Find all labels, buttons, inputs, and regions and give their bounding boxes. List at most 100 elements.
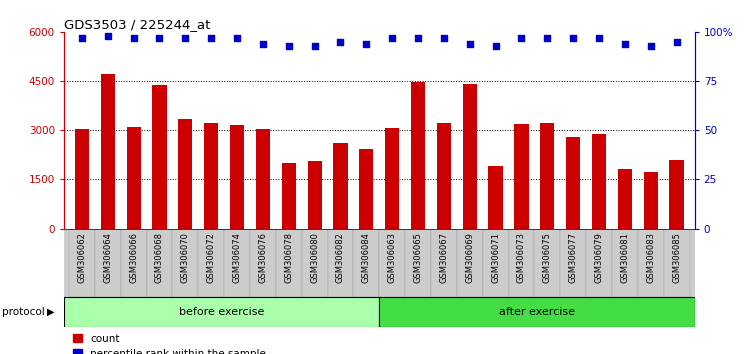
Text: GSM306076: GSM306076	[258, 232, 267, 283]
Bar	[457, 229, 483, 297]
Text: GSM306077: GSM306077	[569, 232, 578, 283]
Bar	[198, 229, 224, 297]
Bar	[437, 123, 451, 229]
Point	[490, 43, 502, 48]
Bar	[173, 229, 198, 297]
Text: GSM306065: GSM306065	[414, 232, 423, 283]
Point	[257, 41, 269, 46]
Text: GSM306085: GSM306085	[672, 232, 681, 283]
Text: GSM306080: GSM306080	[310, 232, 319, 283]
Point	[515, 35, 527, 41]
Point	[205, 35, 217, 41]
Text: GSM306062: GSM306062	[77, 232, 86, 283]
Bar	[566, 137, 581, 229]
Text: GSM306079: GSM306079	[595, 232, 604, 283]
Bar	[333, 143, 348, 229]
Point	[102, 33, 114, 39]
Text: GSM306078: GSM306078	[285, 232, 294, 283]
Text: GSM306069: GSM306069	[465, 232, 474, 283]
Point	[334, 39, 346, 45]
Text: GDS3503 / 225244_at: GDS3503 / 225244_at	[64, 18, 210, 31]
Point	[76, 35, 88, 41]
Text: protocol: protocol	[2, 307, 45, 317]
Bar	[256, 129, 270, 229]
Bar	[431, 229, 457, 297]
Text: GSM306074: GSM306074	[233, 232, 242, 283]
Point	[463, 41, 475, 46]
Bar	[379, 229, 405, 297]
Bar	[592, 135, 606, 229]
Bar	[638, 229, 664, 297]
Bar	[307, 161, 321, 229]
Bar	[359, 149, 373, 229]
Bar	[586, 229, 612, 297]
Bar	[75, 129, 89, 229]
Bar	[282, 163, 296, 229]
Bar	[618, 169, 632, 229]
Text: GSM306064: GSM306064	[104, 232, 113, 283]
Text: GSM306073: GSM306073	[517, 232, 526, 283]
Bar	[385, 128, 400, 229]
Legend: count, percentile rank within the sample: count, percentile rank within the sample	[69, 330, 270, 354]
Text: GSM306084: GSM306084	[362, 232, 371, 283]
Point	[309, 43, 321, 48]
Point	[671, 39, 683, 45]
Bar	[508, 229, 535, 297]
Bar	[669, 160, 683, 229]
Bar	[644, 172, 658, 229]
Text: GSM306068: GSM306068	[155, 232, 164, 283]
Text: GSM306081: GSM306081	[620, 232, 629, 283]
Bar	[483, 229, 508, 297]
Bar	[95, 229, 121, 297]
Point	[567, 35, 579, 41]
Bar	[64, 297, 379, 327]
Bar	[126, 127, 140, 229]
Bar	[101, 74, 115, 229]
Text: GSM306066: GSM306066	[129, 232, 138, 283]
Bar	[224, 229, 250, 297]
Bar	[204, 122, 219, 229]
Point	[644, 43, 656, 48]
Bar	[121, 229, 146, 297]
Text: GSM306083: GSM306083	[646, 232, 655, 283]
Text: GSM306067: GSM306067	[439, 232, 448, 283]
Bar	[405, 229, 431, 297]
Bar	[463, 84, 477, 229]
Bar	[540, 123, 554, 229]
Point	[179, 35, 192, 41]
Point	[593, 35, 605, 41]
Point	[153, 35, 165, 41]
Bar	[230, 125, 244, 229]
Point	[619, 41, 631, 46]
Text: after exercise: after exercise	[499, 307, 575, 317]
Bar	[488, 166, 502, 229]
Bar	[69, 229, 95, 297]
Bar	[514, 124, 529, 229]
Bar	[178, 119, 192, 229]
Text: GSM306070: GSM306070	[181, 232, 190, 283]
Text: GSM306063: GSM306063	[388, 232, 397, 283]
Bar	[146, 229, 173, 297]
Text: before exercise: before exercise	[179, 307, 264, 317]
Bar	[302, 229, 327, 297]
Point	[231, 35, 243, 41]
Bar	[276, 229, 302, 297]
Point	[412, 35, 424, 41]
Text: GSM306075: GSM306075	[543, 232, 552, 283]
Bar	[379, 297, 695, 327]
Bar	[612, 229, 638, 297]
Bar	[152, 85, 167, 229]
Bar	[327, 229, 354, 297]
Text: GSM306082: GSM306082	[336, 232, 345, 283]
Point	[386, 35, 398, 41]
Bar	[250, 229, 276, 297]
Bar	[560, 229, 586, 297]
Point	[541, 35, 553, 41]
Text: ▶: ▶	[47, 307, 55, 317]
Bar	[354, 229, 379, 297]
Bar	[664, 229, 689, 297]
Bar	[411, 82, 425, 229]
Bar	[535, 229, 560, 297]
Point	[283, 43, 295, 48]
Text: GSM306071: GSM306071	[491, 232, 500, 283]
